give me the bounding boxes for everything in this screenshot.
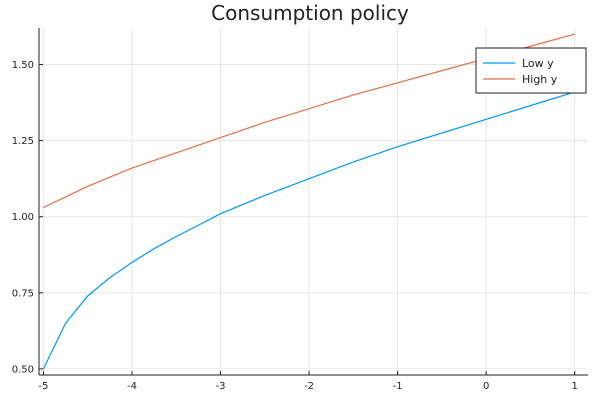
legend: Low y High y <box>475 47 587 94</box>
y-tick-label: 1.00 <box>12 212 34 223</box>
axes <box>38 28 588 376</box>
series-line-high-y <box>43 33 575 209</box>
y-tick-label: 0.75 <box>12 288 34 299</box>
legend-label-low-y: Low y <box>522 57 554 70</box>
x-tick-label: -5 <box>38 381 48 392</box>
series-line-low-y <box>42 91 575 370</box>
x-ticks: -5 -4 -3 -2 -1 0 1 <box>38 371 578 392</box>
x-tick-label: -2 <box>304 381 314 392</box>
series <box>42 33 575 370</box>
x-tick-label: -4 <box>127 381 137 392</box>
chart-title: Consumption policy <box>211 1 409 25</box>
legend-box <box>475 47 587 94</box>
y-tick-label: 1.50 <box>12 60 34 71</box>
legend-label-high-y: High y <box>522 73 558 86</box>
x-tick-label: 0 <box>483 381 489 392</box>
y-tick-label: 0.50 <box>12 364 34 375</box>
x-tick-label: -1 <box>393 381 403 392</box>
y-ticks: 0.50 0.75 1.00 1.25 1.50 <box>12 60 43 375</box>
x-tick-label: -3 <box>216 381 226 392</box>
x-tick-label: 1 <box>572 381 578 392</box>
y-tick-label: 1.25 <box>12 136 34 147</box>
